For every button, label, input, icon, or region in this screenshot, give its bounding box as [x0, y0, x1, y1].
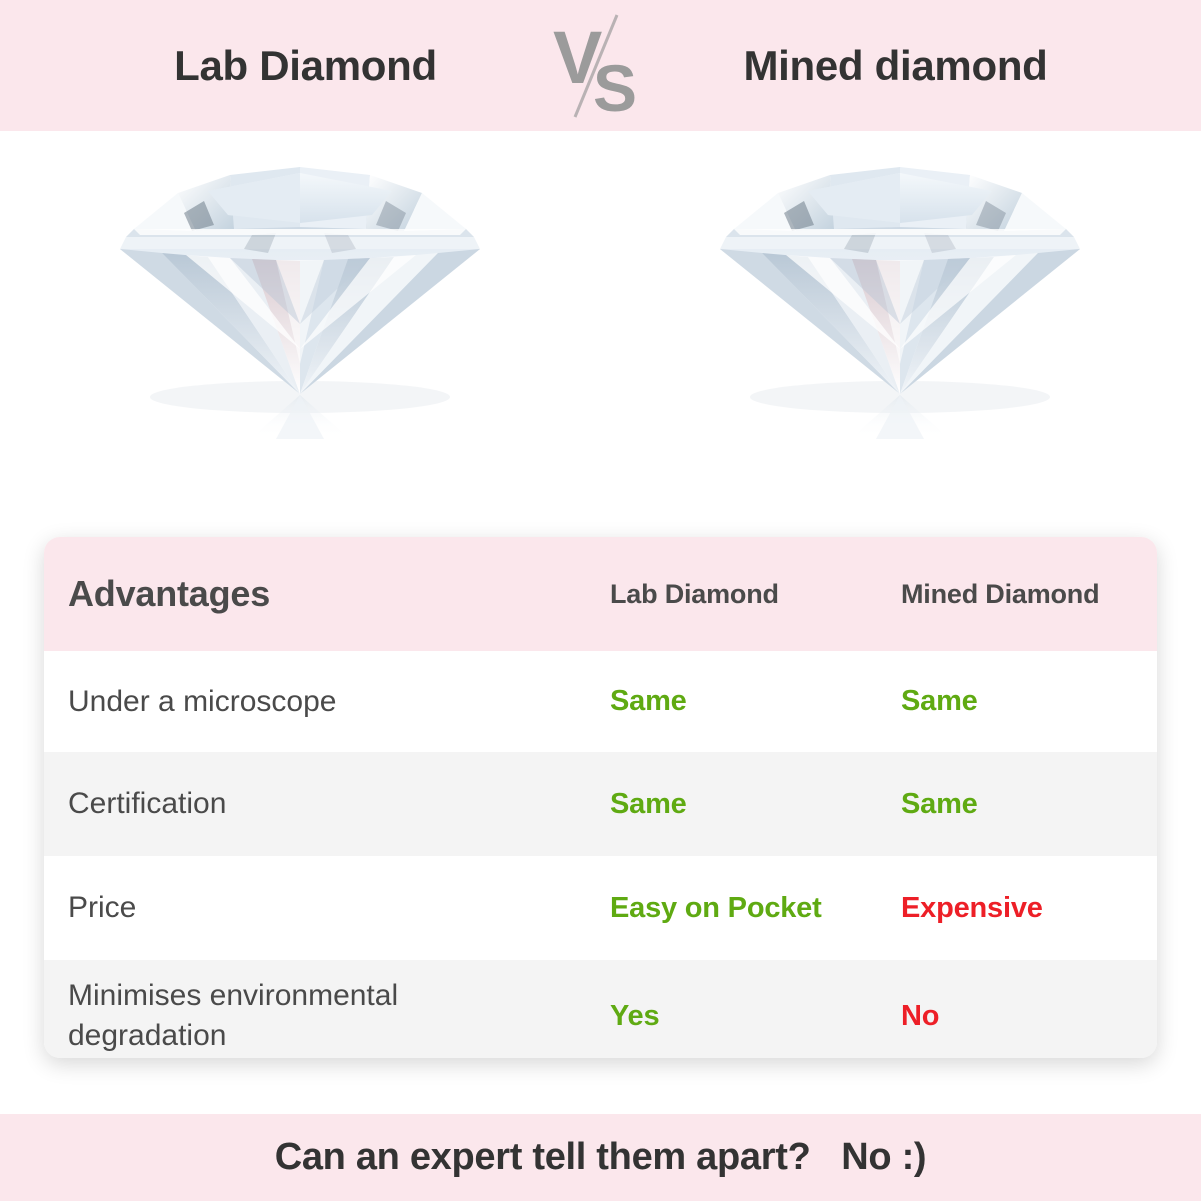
header-band: Lab Diamond V S Mined diamond	[0, 0, 1201, 131]
row-label: Under a microscope	[68, 684, 337, 718]
header-label-advantages: Advantages	[68, 573, 271, 614]
mined-diamond-icon	[720, 167, 1080, 439]
header-label-lab: Lab Diamond	[610, 578, 779, 609]
row-value-lab-cell: Easy on Pocket	[542, 892, 873, 925]
diamond-images-row	[0, 131, 1201, 531]
versus-icon: V S	[541, 11, 661, 121]
header-cell-lab: Lab Diamond	[542, 579, 873, 610]
mined-diamond-cell	[600, 131, 1200, 531]
header-label-mined: Mined Diamond	[901, 578, 1100, 609]
vs-glyph-svg: V S	[553, 13, 637, 121]
table-row: Under a microscope Same Same	[44, 651, 1157, 752]
lab-diamond-cell	[0, 131, 600, 531]
table-row: Price Easy on Pocket Expensive	[44, 856, 1157, 960]
svg-text:V: V	[553, 16, 602, 99]
row-label-cell: Price	[44, 888, 542, 928]
footer-band: Can an expert tell them apart? No :)	[0, 1114, 1201, 1201]
row-label: Minimises environmental degradation	[68, 979, 399, 1052]
row-value-mined-cell: No	[873, 1000, 1157, 1033]
comparison-table: Advantages Lab Diamond Mined Diamond Und…	[44, 537, 1157, 1058]
row-value-mined-cell: Same	[873, 685, 1157, 718]
row-value-lab-cell: Same	[542, 685, 873, 718]
header-inner: Lab Diamond V S Mined diamond	[0, 11, 1201, 121]
svg-text:S: S	[593, 51, 637, 121]
table-row: Certification Same Same	[44, 752, 1157, 856]
header-title-lab: Lab Diamond	[174, 41, 437, 89]
footer-question: Can an expert tell them apart? No :)	[274, 1136, 927, 1178]
lab-diamond-icon	[120, 167, 480, 439]
row-value-mined-cell: Expensive	[873, 892, 1157, 925]
row-value-lab-cell: Yes	[542, 1000, 873, 1033]
row-label: Certification	[68, 787, 227, 821]
row-value-lab-cell: Same	[542, 788, 873, 821]
table-row: Minimises environmental degradation Yes …	[44, 960, 1157, 1058]
row-value-lab: Yes	[610, 999, 660, 1032]
row-value-mined: Same	[901, 685, 978, 717]
row-label-cell: Under a microscope	[44, 682, 542, 722]
header-title-mined: Mined diamond	[743, 41, 1048, 89]
row-value-mined: Expensive	[901, 891, 1043, 924]
row-value-mined-cell: Same	[873, 788, 1157, 821]
row-value-lab: Easy on Pocket	[610, 891, 822, 924]
row-value-mined: No	[901, 999, 940, 1032]
table-header-row: Advantages Lab Diamond Mined Diamond	[44, 537, 1157, 651]
row-label-cell: Minimises environmental degradation	[44, 976, 542, 1055]
header-cell-advantages: Advantages	[44, 573, 542, 615]
row-value-mined: Same	[901, 787, 978, 820]
row-label: Price	[68, 891, 137, 925]
header-cell-mined: Mined Diamond	[873, 579, 1157, 610]
row-value-lab: Same	[610, 685, 687, 717]
row-value-lab: Same	[610, 787, 687, 820]
row-label-cell: Certification	[44, 784, 542, 824]
